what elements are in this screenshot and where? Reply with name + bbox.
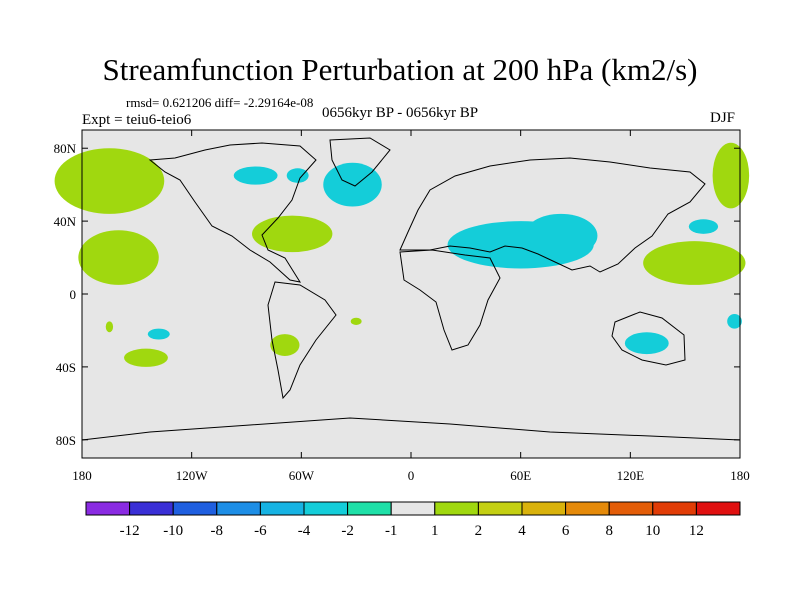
region-3 bbox=[147, 328, 170, 340]
region-15 bbox=[688, 219, 719, 234]
colorbar-box bbox=[347, 501, 392, 516]
region-17 bbox=[105, 321, 114, 333]
coastline-antarctica bbox=[81, 417, 741, 441]
coastline-greenland bbox=[329, 137, 391, 187]
y-tick-label: 40S bbox=[56, 360, 76, 375]
x-tick-label: 120E bbox=[617, 468, 645, 483]
colorbar-label: -2 bbox=[341, 523, 354, 539]
colorbar-box bbox=[303, 501, 349, 516]
x-tick-label: 60W bbox=[289, 468, 315, 483]
coastline-africa bbox=[399, 249, 501, 351]
colorbar-box bbox=[259, 501, 305, 516]
colorbar-label: 4 bbox=[518, 523, 526, 539]
coastline-europe-asia bbox=[399, 157, 706, 273]
region-14 bbox=[712, 142, 750, 209]
colorbar-box bbox=[652, 501, 697, 516]
y-tick-label: 40N bbox=[54, 214, 77, 229]
colorbar-label: -12 bbox=[120, 523, 140, 539]
colorbar-label: -10 bbox=[163, 523, 183, 539]
region-13 bbox=[643, 241, 746, 285]
region-8 bbox=[270, 334, 300, 356]
region-0 bbox=[54, 148, 165, 214]
region-1 bbox=[78, 230, 159, 285]
x-axis: 180 120W 60W 0 60E 120E 180 bbox=[72, 130, 750, 483]
colorbar-box bbox=[477, 501, 523, 516]
x-tick-label: 180 bbox=[730, 468, 750, 483]
region-2 bbox=[124, 348, 168, 367]
colorbar-label: -1 bbox=[385, 523, 398, 539]
colorbar-box bbox=[434, 501, 479, 516]
coastline-north-america bbox=[148, 142, 317, 283]
x-tick-label: 60E bbox=[510, 468, 531, 483]
y-tick-label: 80S bbox=[56, 433, 76, 448]
colorbar-box bbox=[608, 501, 654, 516]
region-9 bbox=[350, 317, 362, 325]
colorbar-box bbox=[85, 501, 131, 516]
y-tick-label: 80N bbox=[54, 141, 77, 156]
x-tick-label: 120W bbox=[176, 468, 209, 483]
colorbar-label: 12 bbox=[689, 523, 704, 539]
region-11 bbox=[524, 213, 598, 258]
region-5 bbox=[286, 168, 309, 183]
y-axis: 80N 40N 0 40S 80S bbox=[54, 141, 740, 448]
y-tick-label: 0 bbox=[70, 287, 77, 302]
colorbar: -12 -10 -8 -6 -4 -2 -1 1 2 4 6 8 10 12 bbox=[85, 501, 741, 539]
region-12 bbox=[624, 332, 669, 355]
coastline-south-america bbox=[267, 281, 337, 400]
season-label: DJF bbox=[710, 110, 736, 126]
region-16 bbox=[727, 314, 742, 329]
colorbar-label: -8 bbox=[211, 523, 224, 539]
colorbar-box bbox=[695, 501, 741, 516]
colorbar-label: 2 bbox=[475, 523, 483, 539]
colorbar-label: 1 bbox=[431, 523, 439, 539]
colorbar-label: 8 bbox=[605, 523, 613, 539]
colorbar-box bbox=[129, 501, 174, 516]
colorbar-label: -6 bbox=[254, 523, 267, 539]
colorbar-box bbox=[565, 501, 610, 516]
chart-title: Streamfunction Perturbation at 200 hPa (… bbox=[102, 52, 698, 87]
region-4 bbox=[233, 166, 278, 185]
coastlines bbox=[81, 137, 741, 441]
stats-line: rmsd= 0.621206 diff= -2.29164e-08 bbox=[126, 95, 314, 110]
colorbar-box bbox=[172, 501, 218, 516]
map-background bbox=[82, 130, 740, 458]
colorbar-box bbox=[390, 501, 436, 516]
colorbar-label: 10 bbox=[645, 523, 660, 539]
period-label: 0656kyr BP - 0656kyr BP bbox=[322, 105, 479, 121]
x-tick-label: 0 bbox=[408, 468, 415, 483]
experiment-label: Expt = teiu6-teio6 bbox=[82, 112, 192, 128]
x-tick-label: 180 bbox=[72, 468, 92, 483]
colorbar-box bbox=[216, 501, 261, 516]
colorbar-box bbox=[521, 501, 567, 516]
coastline-australia bbox=[611, 311, 686, 366]
colorbar-label: 6 bbox=[562, 523, 570, 539]
region-6 bbox=[251, 215, 333, 253]
colorbar-label: -4 bbox=[298, 523, 311, 539]
